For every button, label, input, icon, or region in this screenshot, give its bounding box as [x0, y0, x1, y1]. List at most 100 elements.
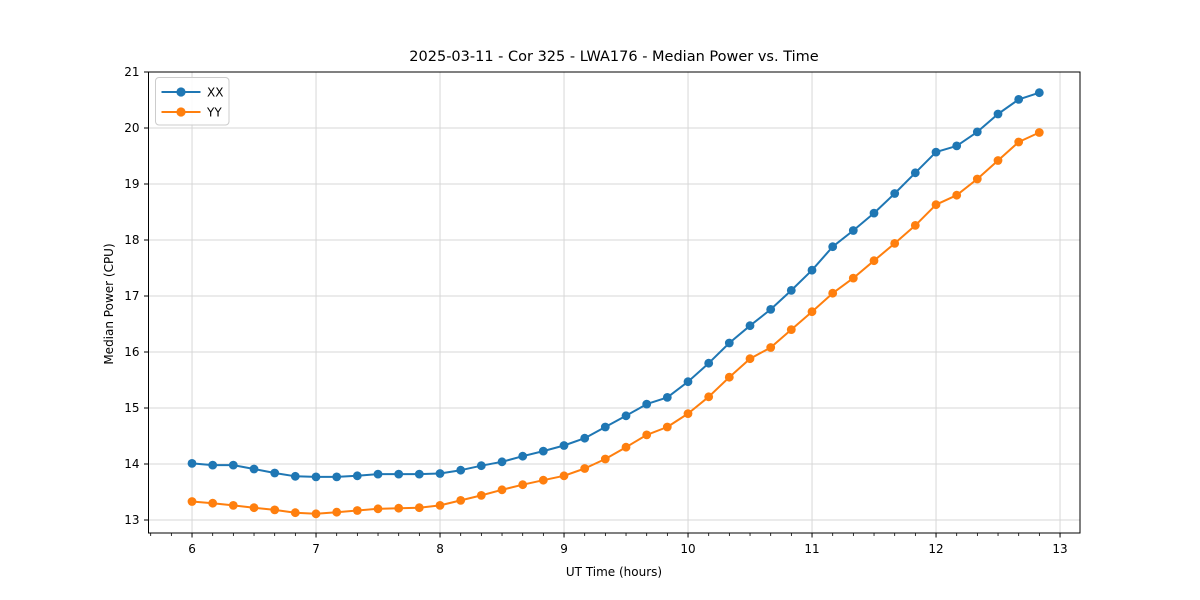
x-tick-label: 10: [680, 542, 695, 556]
y-tick-label: 19: [124, 177, 139, 191]
data-point-YY: [476, 491, 486, 500]
data-point-XX: [972, 127, 982, 137]
grid: [148, 71, 1080, 533]
y-tick-label: 16: [124, 345, 139, 359]
data-point-YY: [373, 504, 383, 514]
data-point-XX: [724, 338, 734, 348]
y-tick-label: 21: [124, 65, 139, 79]
data-point-YY: [187, 497, 197, 506]
data-point-XX: [435, 469, 445, 478]
data-point-XX: [311, 472, 321, 482]
legend-marker-XX: [176, 87, 186, 97]
y-tick-label: 18: [124, 233, 139, 247]
data-point-YY: [580, 464, 590, 473]
data-point-YY: [559, 471, 569, 481]
axes-frame: [148, 71, 1081, 534]
data-point-XX: [208, 460, 218, 470]
data-point-XX: [993, 109, 1003, 119]
data-point-XX: [414, 469, 424, 479]
y-tick-label: 15: [124, 401, 139, 415]
data-point-XX: [373, 469, 383, 479]
x-tick-label: 12: [928, 542, 943, 556]
data-point-YY: [704, 392, 714, 402]
data-point-YY: [890, 239, 900, 248]
data-point-YY: [807, 307, 817, 317]
series-line-YY: [191, 131, 1040, 515]
x-tick-label: 13: [1052, 542, 1067, 556]
data-point-XX: [290, 471, 300, 481]
data-point-XX: [497, 457, 507, 467]
data-point-XX: [249, 464, 259, 474]
data-point-YY: [786, 325, 796, 334]
data-point-XX: [869, 208, 879, 218]
data-point-YY: [642, 430, 652, 440]
data-point-XX: [187, 459, 197, 468]
legend-box: [155, 77, 230, 126]
legend-label-YY: YY: [206, 106, 222, 120]
data-point-XX: [600, 422, 610, 432]
data-point-YY: [538, 475, 548, 485]
data-point-YY: [228, 501, 238, 510]
legend-label-XX: XX: [207, 86, 223, 100]
data-point-YY: [497, 485, 507, 495]
data-point-YY: [1014, 137, 1024, 147]
data-point-XX: [559, 441, 569, 450]
data-point-YY: [745, 354, 755, 364]
y-axis: 13 14 15 16 17 18 19 20 21: [124, 65, 149, 527]
data-point-YY: [662, 422, 672, 432]
data-point-XX: [662, 393, 672, 402]
data-point-XX: [518, 451, 528, 461]
data-point-XX: [745, 321, 755, 331]
data-point-XX: [580, 433, 590, 443]
data-point-YY: [972, 174, 982, 184]
data-point-YY: [600, 454, 610, 464]
data-point-YY: [456, 496, 466, 505]
data-point-YY: [394, 503, 404, 513]
data-point-XX: [683, 377, 693, 387]
y-tick-label: 17: [124, 289, 139, 303]
data-point-XX: [642, 399, 652, 409]
data-point-YY: [249, 503, 259, 513]
data-point-YY: [910, 221, 920, 230]
data-point-XX: [786, 286, 796, 295]
data-point-XX: [952, 141, 962, 151]
x-tick-label: 7: [312, 542, 320, 556]
legend: XX YY: [155, 77, 230, 126]
data-point-XX: [848, 226, 858, 235]
data-point-YY: [766, 343, 776, 352]
data-point-XX: [1034, 88, 1044, 98]
x-tick-label: 11: [804, 542, 819, 556]
series-XX: [187, 88, 1044, 482]
y-tick-label: 14: [124, 457, 139, 471]
data-point-XX: [332, 472, 342, 482]
data-point-XX: [228, 460, 238, 470]
chart-title: 2025-03-11 - Cor 325 - LWA176 - Median P…: [409, 49, 819, 65]
data-point-YY: [518, 480, 528, 490]
data-point-YY: [1034, 128, 1044, 137]
data-point-YY: [848, 273, 858, 283]
data-point-XX: [270, 468, 280, 478]
x-tick-label: 8: [436, 542, 444, 556]
data-point-XX: [394, 469, 404, 479]
data-point-YY: [931, 200, 941, 210]
data-point-XX: [704, 358, 714, 368]
series-line-XX: [191, 91, 1040, 478]
data-point-XX: [476, 461, 486, 471]
y-tick-label: 13: [124, 513, 139, 527]
data-point-YY: [311, 509, 321, 519]
data-point-XX: [807, 265, 817, 275]
x-axis-label: UT Time (hours): [565, 565, 663, 579]
data-point-YY: [828, 288, 838, 298]
data-point-XX: [456, 465, 466, 475]
x-tick-label: 6: [188, 542, 196, 556]
data-point-YY: [683, 409, 693, 418]
data-point-XX: [538, 446, 548, 456]
y-tick-label: 20: [124, 121, 139, 135]
data-point-XX: [766, 305, 776, 314]
data-point-YY: [435, 501, 445, 510]
legend-marker-YY: [176, 107, 186, 117]
x-tick-label: 9: [560, 542, 568, 556]
data-point-YY: [952, 190, 962, 200]
